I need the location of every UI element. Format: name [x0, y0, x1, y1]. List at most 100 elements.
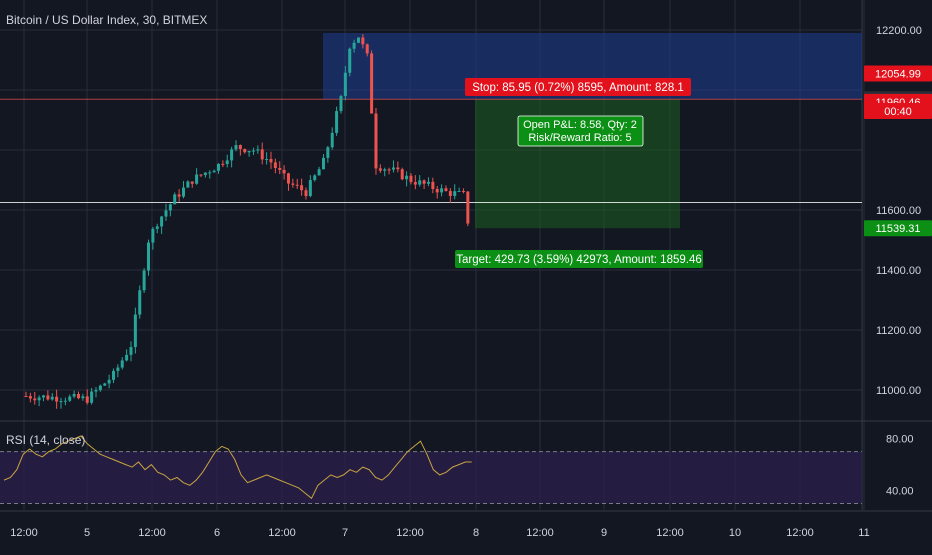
candle-body-0: [24, 396, 28, 397]
candle-body-59: [282, 169, 286, 174]
candle-body-54: [260, 149, 264, 160]
candle-body-90: [418, 180, 422, 185]
candle-body-18: [103, 383, 107, 386]
time-tick-label-9: 9: [601, 527, 607, 539]
candle-body-78: [365, 44, 369, 54]
candle-body-93: [431, 181, 435, 189]
candle-body-91: [422, 180, 426, 184]
candle-body-64: [304, 190, 308, 197]
candle-body-44: [216, 163, 220, 171]
time-tick-label-2: 12:00: [138, 527, 166, 539]
candle-body-38: [190, 181, 194, 184]
candle-body-95: [440, 188, 444, 193]
time-tick-label-7: 8: [473, 527, 479, 539]
candle-body-34: [173, 194, 177, 205]
price-tag-bg-0: [864, 65, 932, 82]
candle-body-81: [378, 168, 382, 171]
price-tag-label-4: 11539.31: [875, 223, 920, 235]
candle-body-94: [435, 188, 439, 193]
candle-body-45: [221, 163, 225, 165]
candle-body-83: [387, 169, 391, 171]
price-tick-label-2: 11400.00: [876, 265, 921, 277]
candle-body-97: [448, 191, 452, 196]
candle-body-100: [461, 190, 465, 192]
candle-body-36: [181, 187, 185, 197]
candle-body-28: [146, 242, 150, 271]
candle-body-50: [243, 149, 247, 153]
candle-body-74: [348, 48, 352, 73]
candle-body-82: [383, 169, 387, 171]
candle-body-40: [199, 174, 203, 176]
candle-body-89: [413, 182, 417, 185]
candle-body-37: [186, 181, 190, 188]
rsi-title: RSI (14, close): [6, 433, 86, 447]
time-tick-label-4: 12:00: [268, 527, 296, 539]
candle-body-30: [155, 226, 159, 229]
time-tick-label-0: 12:00: [10, 527, 38, 539]
candle-body-46: [225, 160, 229, 165]
candle-body-8: [59, 401, 63, 403]
price-tick-label-0: 11000.00: [876, 385, 921, 397]
candle-body-39: [195, 174, 199, 184]
candle-body-61: [291, 183, 295, 185]
candle-body-43: [212, 170, 216, 173]
candle-body-9: [63, 400, 67, 402]
candle-body-67: [317, 169, 321, 176]
price-tick-label-3: 11600.00: [876, 205, 921, 217]
candle-body-69: [326, 147, 330, 158]
symbol-title: Bitcoin / US Dollar Index, 30, BITMEX: [6, 13, 208, 27]
candle-body-41: [203, 172, 207, 176]
candle-body-24: [129, 347, 133, 355]
candle-body-16: [94, 390, 98, 392]
candle-body-31: [160, 216, 164, 227]
candle-body-88: [409, 175, 413, 183]
candle-body-77: [361, 37, 365, 45]
candle-body-58: [278, 168, 282, 170]
price-tag-bg-4: [864, 220, 932, 237]
candle-body-35: [177, 194, 181, 197]
candle-body-72: [339, 96, 343, 112]
candle-body-76: [356, 37, 360, 43]
time-tick-label-11: 10: [729, 527, 741, 539]
rsi-line: [3, 435, 472, 500]
candle-body-10: [68, 396, 72, 401]
candle-body-11: [72, 393, 76, 397]
candle-body-80: [374, 113, 378, 169]
price-tick-label-6: 12200.00: [876, 25, 922, 37]
candle-body-98: [453, 191, 457, 196]
rsi-tick-label-1: 80.00: [886, 434, 914, 446]
candle-body-99: [457, 190, 461, 192]
candle-body-53: [256, 149, 260, 151]
candle-body-5: [46, 395, 50, 400]
candle-body-66: [313, 175, 317, 181]
candle-body-70: [330, 132, 334, 148]
candle-body-84: [391, 167, 395, 170]
price-tag-label-0: 12054.99: [875, 69, 921, 81]
candle-body-52: [251, 150, 255, 152]
candle-body-13: [81, 396, 85, 399]
time-tick-label-1: 5: [84, 527, 90, 539]
candle-body-23: [125, 354, 129, 361]
time-tick-label-12: 12:00: [786, 527, 814, 539]
candle-body-7: [55, 396, 59, 402]
candle-body-17: [98, 385, 102, 391]
candle-body-101: [466, 191, 470, 224]
time-tick-label-3: 6: [214, 527, 220, 539]
candle-body-32: [164, 210, 168, 217]
candle-body-87: [405, 175, 409, 180]
candles-group: [24, 34, 470, 409]
candle-body-29: [151, 228, 155, 243]
time-tick-label-5: 7: [342, 527, 348, 539]
candle-body-33: [168, 204, 172, 211]
candle-body-2: [33, 398, 37, 401]
time-tick-label-10: 12:00: [656, 527, 684, 539]
rsi-band: [0, 451, 862, 504]
candle-body-56: [269, 159, 273, 163]
candle-body-42: [208, 172, 212, 174]
pnl-line-1: Open P&L: 8.58, Qty: 2: [523, 119, 637, 131]
candle-body-19: [107, 379, 111, 384]
candle-body-1: [28, 396, 32, 399]
candle-body-57: [273, 162, 277, 169]
rsi-tick-label-0: 40.00: [886, 486, 914, 498]
